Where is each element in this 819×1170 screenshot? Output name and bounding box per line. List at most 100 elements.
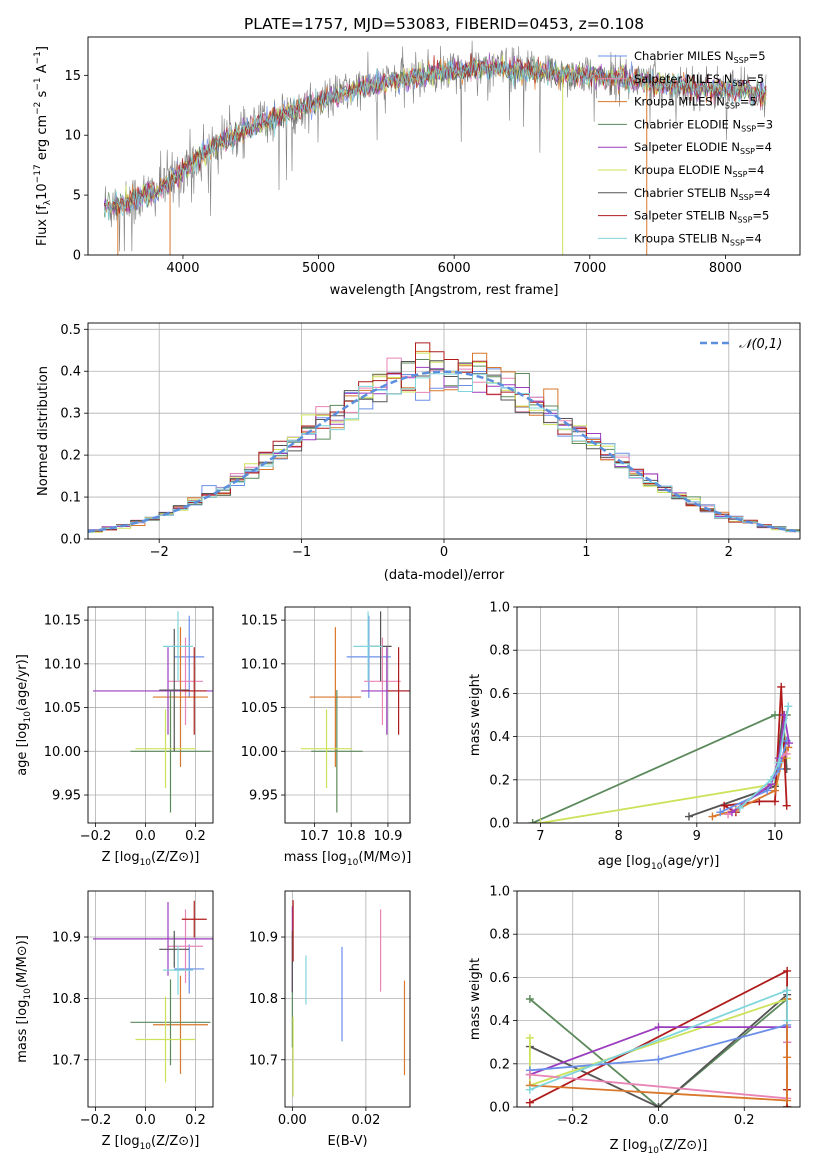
x-axis-label: mass [log10(M/M⊙)] [284, 850, 412, 868]
chart-weight-vs-age: 7 8 9 10 0.0 0.2 0.4 0.6 0.8 1.0 age [log10(age/yr… [468, 601, 801, 872]
x-axis-label: Z [log10(Z/Z⊙)] [102, 1134, 200, 1152]
axes-frame [87, 606, 214, 824]
weight-series-kroupa-miles [525, 995, 792, 1105]
y-tick-label: 10.15 [44, 614, 81, 629]
x-tick-label: 5000 [302, 261, 335, 276]
plot-area [525, 966, 792, 1107]
errorbar-chabrier-miles [346, 615, 391, 698]
y-tick-label: 10.7 [52, 1053, 81, 1068]
axes: −2 −1 0 1 2 0.0 0.1 0.2 0.3 0.4 0.5 [60, 322, 801, 560]
axes-frame [284, 606, 411, 824]
series-marker [783, 1016, 792, 1025]
y-tick-label: 0.0 [489, 1101, 510, 1116]
grid [88, 607, 213, 823]
axes: 4000 5000 6000 7000 8000 0 5 10 15 [64, 36, 801, 276]
y-tick-label: 9.95 [52, 789, 81, 804]
y-tick-label: 0.4 [489, 1014, 510, 1029]
errorbar-salpeter-stelib [181, 647, 207, 735]
series-marker [727, 808, 736, 817]
errorbar-chabrier-stelib [159, 930, 190, 968]
legend-label: Kroupa MILES NSSP=5 [634, 95, 757, 111]
errorbar-salpeter-elodie [93, 647, 213, 735]
x-tick-label: 0.0 [648, 1113, 669, 1128]
y-axis-label: Flux [fλ10−17 erg cm−2 s−1 A−1] [33, 46, 53, 246]
series-marker [708, 812, 717, 821]
series-line [532, 714, 787, 823]
series-marker [654, 1023, 663, 1032]
series-marker [770, 711, 779, 719]
grid [285, 891, 410, 1107]
y-axis-label: Normed distribution [36, 366, 51, 496]
errorbar-chabrier-elodie [130, 979, 211, 1066]
errorbar-kroupa-elodie [135, 996, 196, 1083]
y-tick-label: 0.2 [60, 449, 81, 464]
grid [517, 606, 800, 824]
y-tick-label: 10.10 [241, 657, 278, 672]
series-marker [782, 801, 791, 810]
y-tick-label: 0.8 [489, 644, 510, 659]
plot-area [291, 900, 406, 1097]
series-marker [525, 1098, 534, 1107]
x-axis-label: wavelength [Angstrom, rest frame] [330, 283, 559, 298]
x-tick-label: 8 [614, 829, 622, 844]
y-tick-label: 10.8 [52, 992, 81, 1007]
y-tick-label: 10.9 [249, 931, 278, 946]
y-tick-label: 0.3 [60, 407, 81, 422]
errorbar-kroupa-miles [153, 627, 208, 768]
x-tick-label: 6000 [438, 261, 471, 276]
series-marker [716, 808, 725, 817]
plot-area [528, 682, 794, 823]
errorbar-salpeter-elodie [93, 902, 213, 976]
y-tick-label: 0.6 [489, 687, 510, 702]
plot-area [93, 900, 213, 1083]
y-tick-label: 10.05 [44, 701, 81, 716]
series-marker [684, 812, 693, 821]
y-tick-label: 0.6 [489, 971, 510, 986]
errorbar-salpeter-stelib [387, 647, 410, 735]
y-axis-label: mass [log10(M/M⊙)] [15, 935, 33, 1063]
spectrum-legend: Chabrier MILES NSSP=5 Salpeter MILES NSSP… [598, 49, 773, 247]
x-axis-label: Z [log10(Z/Z⊙)] [610, 1138, 708, 1156]
y-tick-label: 0.1 [60, 491, 81, 506]
x-tick-label: 1 [582, 545, 590, 560]
y-tick-label: 5 [73, 189, 81, 204]
errorbar-salpeter-miles [168, 909, 203, 984]
series-marker [783, 1053, 792, 1062]
x-tick-label: −0.2 [80, 1113, 112, 1128]
errorbar-kroupa-miles [309, 627, 362, 768]
y-tick-label: 10.05 [241, 701, 278, 716]
series-marker [654, 1055, 663, 1064]
axes-frame [87, 322, 801, 540]
chart-weight-vs-Z: −0.2 0.0 0.2 0.0 0.2 0.4 0.6 0.8 1.0 Z [log10(Z/Z… [468, 885, 801, 1156]
y-tick-label: 1.0 [489, 601, 510, 616]
x-tick-label: 0.0 [135, 1113, 156, 1128]
chart-residuals: −2 −1 0 1 2 0.0 0.1 0.2 0.3 0.4 0.5 𝒩(0,1) (data-mod… [36, 322, 801, 583]
weight-series-kroupa-elodie [536, 711, 791, 823]
errorbar-salpeter-miles [168, 637, 203, 726]
grid [285, 607, 410, 823]
x-tick-label: 0.2 [734, 1113, 755, 1128]
chart-mass-vs-Z: −0.2 0.0 0.2 10.7 10.8 10.9 Z [log10(Z/Z⊙)] mas… [15, 890, 214, 1152]
y-axis-label: mass weight [468, 674, 483, 756]
series-line [688, 714, 788, 818]
series-marker [774, 758, 783, 767]
x-axis-label: Z [log10(Z/Z⊙)] [102, 850, 200, 868]
x-tick-label: 0.2 [185, 829, 206, 844]
legend-label: Salpeter STELIB NSSP=5 [634, 209, 769, 225]
model-line-kroupa-stelib [103, 59, 767, 221]
plot-area [300, 611, 410, 813]
errorbar-chabrier-miles [174, 944, 205, 994]
y-tick-label: 0.5 [60, 323, 81, 338]
y-tick-label: 10.00 [241, 745, 278, 760]
axes: 10.7 10.8 10.9 9.95 10.00 10.05 10.10 10.15 [241, 606, 411, 844]
weight-series-kroupa-stelib [525, 986, 792, 1094]
axes-frame [87, 36, 801, 256]
weight-series-chabrier-elodie [528, 711, 791, 823]
x-axis-label: E(B-V) [327, 1134, 367, 1149]
x-tick-label: 0.2 [185, 1113, 206, 1128]
legend-label: Kroupa STELIB NSSP=4 [634, 231, 762, 247]
y-tick-label: 10.8 [249, 992, 278, 1007]
series-marker [783, 1096, 792, 1105]
series-marker [784, 702, 793, 711]
x-tick-label: 7000 [573, 261, 606, 276]
